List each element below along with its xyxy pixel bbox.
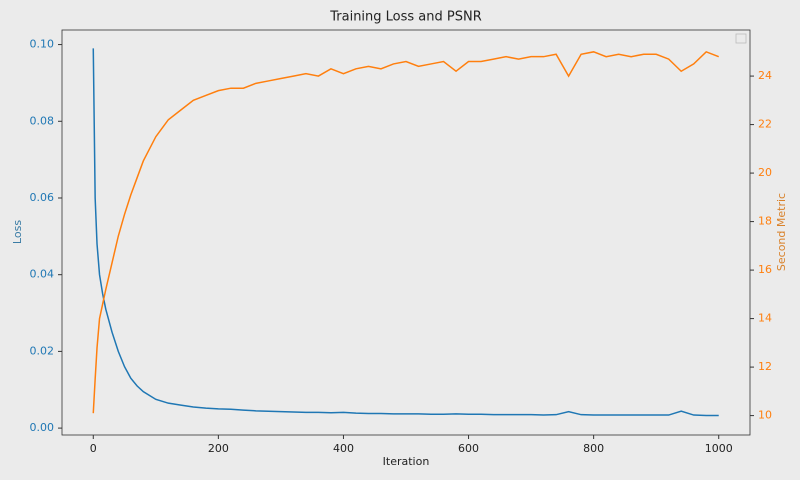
y2-tick-label: 18 [758,215,772,228]
line-series [92,50,720,414]
y-tick-label: 0.00 [30,421,55,434]
y2-tick-label: 24 [758,69,772,82]
legend [735,33,747,44]
y-tick-label: 0.10 [30,38,55,51]
y2-tick-label: 20 [758,166,772,179]
y-tick-label: 0.02 [30,344,55,357]
y2-tick-label: 16 [758,263,772,276]
y-tick-label: 0.06 [30,191,55,204]
y-tick-label: 0.08 [30,114,55,127]
y-axis-label: Loss [11,220,24,244]
y2-tick-label: 12 [758,360,772,373]
y2-tick-label: 14 [758,312,772,325]
y-tick-label: 0.04 [30,268,55,281]
x-tick-label: 600 [458,442,479,455]
x-tick-label: 800 [583,442,604,455]
chart-title: Training Loss and PSNR [329,10,482,25]
x-tick-label: 400 [333,442,354,455]
plot-frame [61,29,751,436]
x-tick-label: 200 [208,442,229,455]
x-axis-label: Iteration [383,455,430,468]
x-tick-label: 0 [90,442,97,455]
x-tick-label: 1000 [705,442,733,455]
y2-tick-label: 22 [758,118,772,131]
line-series [92,48,719,417]
y2-axis-label: Second Metric [775,193,788,271]
y2-tick-label: 10 [758,409,772,422]
